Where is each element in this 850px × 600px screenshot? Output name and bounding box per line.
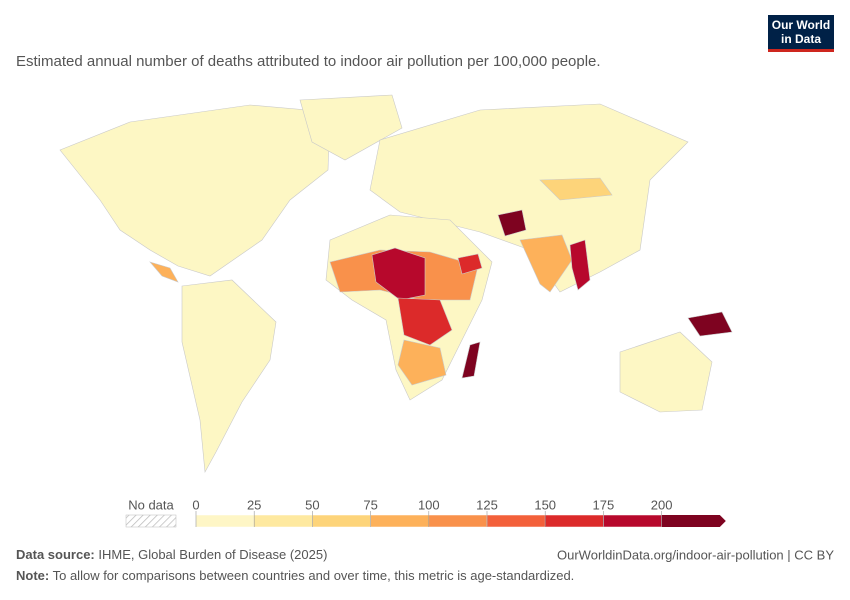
madagascar <box>461 341 481 379</box>
url[interactable]: OurWorldinData.org/indoor-air-pollution … <box>557 547 834 562</box>
legend-tick-label: 125 <box>476 497 498 512</box>
legend-bin <box>370 514 430 528</box>
new-guinea <box>687 311 733 337</box>
legend-tick-label: 100 <box>418 497 440 512</box>
legend-tick-label: 175 <box>593 497 615 512</box>
legend-bin <box>195 514 255 528</box>
note-label: Note: <box>16 568 49 583</box>
central-africa <box>397 297 453 346</box>
legend-bin <box>428 514 488 528</box>
southern-africa <box>397 339 447 386</box>
source-label: Data source: <box>16 547 95 562</box>
legend-tick-label: 75 <box>363 497 377 512</box>
note-text: To allow for comparisons between countri… <box>53 568 575 583</box>
legend-bin <box>312 514 371 528</box>
map <box>59 94 733 473</box>
mongolia <box>539 177 613 201</box>
greenland <box>299 94 403 161</box>
myanmar <box>569 239 591 291</box>
legend-tick-label: 200 <box>651 497 673 512</box>
legend-bin <box>661 515 726 527</box>
legend-bin <box>486 514 546 528</box>
logo-bar <box>768 49 834 52</box>
south-america <box>181 279 277 473</box>
afghanistan <box>497 209 527 237</box>
legend-tick-label: 150 <box>534 497 556 512</box>
logo-text: in Data <box>781 32 821 46</box>
central-america <box>149 261 179 283</box>
india <box>519 234 573 293</box>
source: Data source: IHME, Global Burden of Dise… <box>16 547 327 562</box>
yemen <box>457 253 483 275</box>
source-text: IHME, Global Burden of Disease (2025) <box>98 547 327 562</box>
legend-bin <box>603 514 662 528</box>
no-data-swatch <box>125 514 177 528</box>
logo-box[interactable] <box>768 15 834 51</box>
legend-bin <box>253 514 313 528</box>
legend: No data 0 25 50 75 100 125 150 175 200 <box>125 497 726 528</box>
legend-tick-label: 50 <box>305 497 319 512</box>
legend-tick-label: 25 <box>247 497 261 512</box>
north-america <box>59 104 331 277</box>
no-data-label: No data <box>128 497 174 512</box>
logo[interactable]: Our World in Data <box>768 15 834 52</box>
legend-tick-label: 0 <box>192 497 199 512</box>
note: Note: To allow for comparisons between c… <box>16 568 574 583</box>
legend-bin <box>544 514 604 528</box>
logo-text: Our World <box>772 18 830 32</box>
australia <box>619 331 713 413</box>
title: Estimated annual number of deaths attrib… <box>16 53 601 70</box>
central-sahel <box>371 247 426 301</box>
